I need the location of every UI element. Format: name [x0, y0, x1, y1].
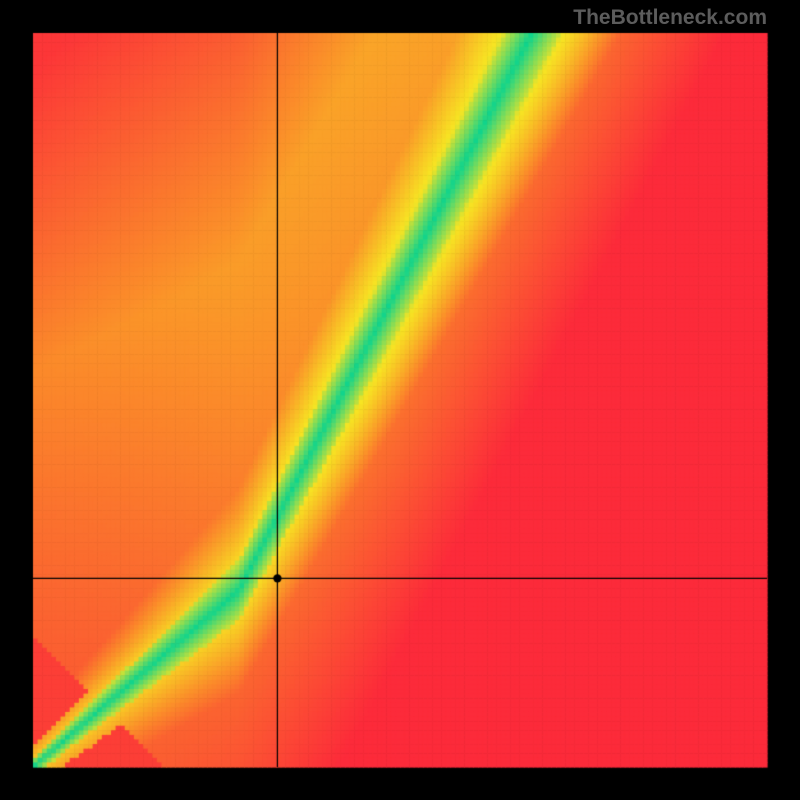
watermark-text: TheBottleneck.com — [573, 6, 767, 30]
bottleneck-heatmap — [0, 0, 800, 800]
chart-container: TheBottleneck.com — [0, 0, 800, 800]
